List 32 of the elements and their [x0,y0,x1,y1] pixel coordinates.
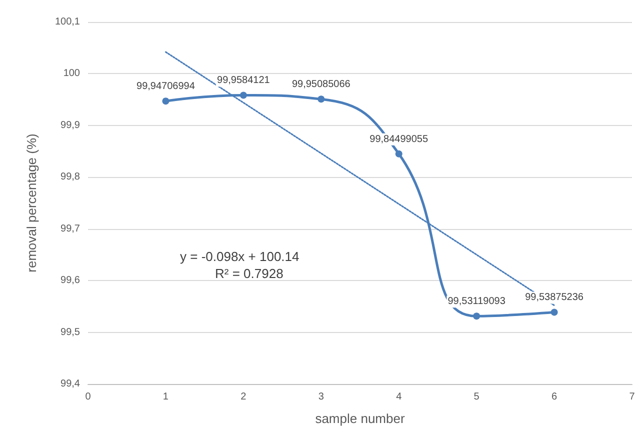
x-axis-title: sample number [315,411,406,426]
point [550,308,558,316]
x-tick-label: 3 [318,392,324,402]
x-tick-label: 5 [474,392,480,402]
y-tick-label: 99,7 [60,223,80,234]
x-tick-label: 6 [552,392,558,402]
y-tick-label: 99,8 [60,172,80,183]
data-label: 99,53119093 [448,296,506,308]
x-tick-label: 0 [85,392,92,402]
point [318,96,325,103]
y-axis-title: removal percentage (%) [24,134,39,272]
y-tick-label: 99,9 [60,120,80,131]
point [473,312,480,320]
annotation: R² = 0.7928 [215,266,284,281]
data-label: 99,95085066 [292,79,351,90]
x-tick-label: 2 [240,392,247,402]
point [240,92,247,99]
point [162,98,170,105]
y-tick-label: 99,5 [60,326,80,338]
data-label: 99,94706994 [136,81,196,92]
point [395,150,402,158]
data-label: 99,84499055 [370,134,428,145]
x-tick-label: 7 [629,392,636,402]
annotation: y = -0.098x + 100.14 [180,249,300,264]
x-tick-label: 4 [396,392,402,402]
y-tick-label: 100,1 [54,16,80,28]
data-label: 99,53875236 [525,292,584,304]
x-tick-label: 1 [162,392,169,402]
data-label: 99,9584121 [217,75,270,86]
y-tick-label: 100 [63,68,80,80]
y-tick-label: 99,4 [60,378,80,390]
y-tick-label: 99,6 [60,275,80,286]
